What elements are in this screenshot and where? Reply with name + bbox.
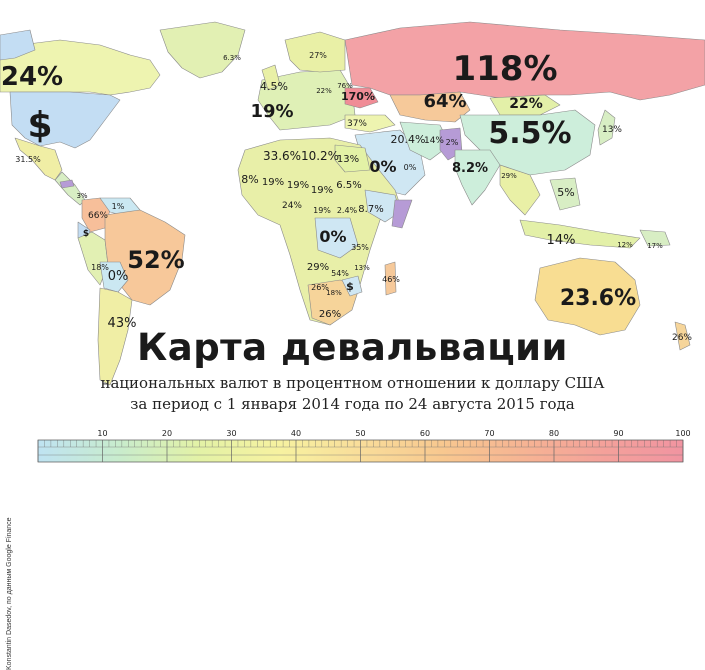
madagascar-shape	[384, 261, 397, 296]
label-iran: 2%	[446, 138, 459, 147]
label-scandinavia: 19%	[250, 101, 293, 122]
credit-text: Konstantin Dasedov, по данным Google Fin…	[6, 517, 13, 670]
label-nigeria: 24%	[282, 201, 302, 211]
label-europe-b: 37%	[347, 119, 367, 129]
label-pacific: 12%	[617, 241, 633, 249]
label-argentina: 43%	[108, 316, 137, 331]
australia-shape	[534, 257, 641, 336]
label-china: 5.5%	[488, 116, 571, 151]
label-ecuador: $	[83, 229, 89, 239]
world-map: 24% $ 31.5% 3% 6.3% 118% 170% 76% 64% 22…	[0, 21, 705, 386]
mongolia-shape	[489, 94, 561, 116]
label-egypt: 13%	[337, 154, 359, 165]
label-mozambique: 13%	[354, 264, 370, 272]
india-shape	[454, 149, 501, 206]
label-madagascar: 46%	[382, 275, 400, 284]
label-canada: 24%	[1, 62, 63, 92]
new-zealand-shape	[674, 321, 691, 351]
turkey-shape	[344, 114, 396, 133]
png-shape	[639, 229, 671, 247]
usa-shape	[9, 91, 121, 149]
label-new-zealand: 26%	[672, 333, 692, 343]
label-indonesia: 14%	[547, 233, 576, 248]
japan-shape	[597, 109, 616, 146]
label-saudi: 0%	[369, 157, 396, 176]
label-india: 8.2%	[452, 161, 488, 176]
label-namibia: 26%	[311, 283, 329, 292]
central-america-shape	[54, 171, 86, 206]
label-sudan: 6.5%	[336, 180, 361, 191]
label-botswana: 18%	[326, 289, 342, 297]
label-ukraine: 170%	[341, 90, 375, 103]
cuba-shape	[59, 179, 75, 189]
label-colombia: 66%	[88, 211, 108, 221]
label-libya: 10.2%	[301, 149, 339, 163]
map-title: Карта девальвации	[136, 326, 568, 369]
label-png: 17%	[647, 242, 663, 250]
iran-shape	[399, 121, 451, 161]
bolivia-shape	[99, 261, 129, 293]
label-mongolia: 22%	[509, 96, 543, 112]
label-norway: 4.5%	[260, 80, 288, 93]
map-subtitle-line1: национальных валют в процентном отношени…	[100, 374, 605, 392]
uk-shape	[261, 64, 281, 91]
indonesia-shape	[519, 219, 641, 249]
somalia-shape	[391, 199, 413, 229]
label-thailand: 29%	[501, 172, 517, 180]
label-kazakhstan: 64%	[423, 91, 466, 112]
label-usa: $	[27, 105, 52, 146]
label-zambia: 54%	[331, 269, 349, 278]
label-russia: 118%	[452, 49, 557, 89]
greenland-shape	[159, 21, 246, 79]
label-congo: 0%	[319, 227, 346, 246]
label-venezuela: 1%	[112, 202, 125, 211]
map-subtitle-line2: за период с 1 января 2014 года по 24 авг…	[130, 395, 575, 413]
botswana-shape	[341, 275, 363, 297]
label-turkmen: 14%	[424, 136, 444, 146]
label-mexico: 31.5%	[15, 155, 41, 164]
label-mali: 19%	[262, 177, 284, 188]
label-sweden: 27%	[309, 51, 327, 60]
label-central-america: 3%	[76, 192, 87, 200]
label-car: 2.4%	[337, 206, 358, 215]
label-malaysia: 5%	[557, 186, 574, 199]
label-tanzania: 35%	[351, 243, 369, 252]
scandinavia-shape	[284, 31, 346, 73]
label-japan: 13%	[602, 125, 622, 135]
argentina-shape	[97, 287, 133, 386]
label-chad: 19%	[311, 185, 333, 196]
label-turkey: 20.4%	[391, 133, 426, 146]
label-brazil: 52%	[127, 246, 184, 274]
se-asia-shape	[499, 164, 541, 216]
label-peru: 18%	[91, 263, 109, 272]
egypt-shape	[334, 144, 371, 173]
label-belarus: 76%	[337, 82, 353, 90]
label-europe-a: 22%	[316, 87, 332, 95]
label-west-africa: 8%	[241, 173, 258, 186]
label-niger: 19%	[287, 180, 309, 191]
label-south-africa: 26%	[319, 309, 341, 320]
label-gulf: 0%	[404, 163, 417, 172]
label-angola: 29%	[307, 262, 329, 273]
alaska-shape	[0, 29, 36, 61]
label-south-africa-usd: $	[346, 280, 354, 293]
ukraine-shape	[344, 87, 379, 109]
south-africa-shape	[307, 279, 361, 326]
label-cameroon: 19%	[313, 206, 331, 215]
malaysia-shape	[549, 177, 581, 211]
label-ethiopia: 8.7%	[358, 204, 383, 215]
label-bolivia: 0%	[108, 269, 129, 284]
congo-shape	[314, 217, 359, 259]
label-greenland: 6.3%	[223, 54, 241, 62]
label-algeria: 33.6%	[263, 149, 301, 163]
label-australia: 23.6%	[560, 286, 636, 311]
horn-shape	[364, 189, 401, 223]
